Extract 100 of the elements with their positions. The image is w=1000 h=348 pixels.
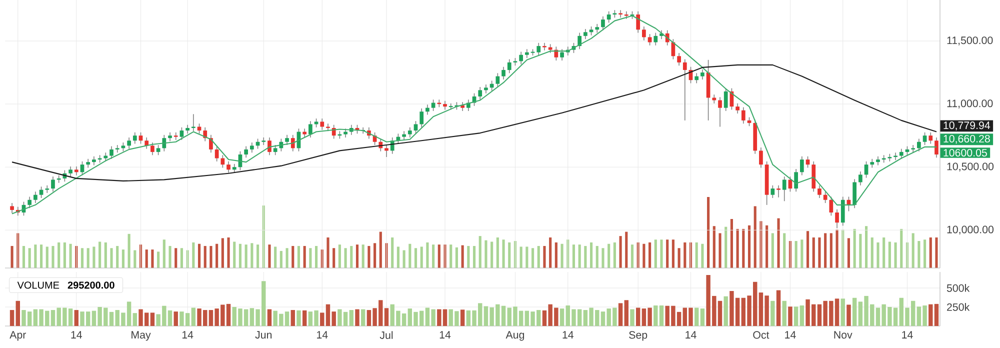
candlestick bbox=[840, 196, 845, 226]
bar bbox=[695, 242, 698, 268]
bar bbox=[700, 308, 705, 326]
text: 10,779.94 bbox=[944, 122, 990, 130]
candlestick bbox=[718, 96, 722, 128]
candlestick bbox=[724, 88, 728, 112]
bar bbox=[22, 246, 26, 268]
y-tick-label: 11,000.00 bbox=[947, 100, 993, 108]
bar bbox=[162, 240, 166, 268]
bar bbox=[134, 250, 136, 268]
candlestick bbox=[601, 16, 605, 31]
candlestick bbox=[174, 132, 178, 140]
x-tick-label: Apr bbox=[10, 331, 26, 341]
y-tick-label: 250k bbox=[947, 303, 970, 311]
bar bbox=[86, 248, 90, 268]
bar bbox=[227, 237, 230, 268]
bar bbox=[824, 233, 827, 268]
candlestick bbox=[852, 178, 857, 208]
candlestick bbox=[864, 161, 868, 178]
candlestick bbox=[197, 123, 202, 134]
y-tick-label: 500k bbox=[946, 284, 970, 292]
bar bbox=[678, 248, 680, 268]
bar bbox=[28, 248, 31, 268]
line-series bbox=[11, 64, 938, 182]
candlestick bbox=[700, 68, 704, 80]
candlestick bbox=[899, 148, 904, 160]
bar bbox=[128, 234, 130, 268]
bar bbox=[40, 244, 43, 268]
x-tick-label: 14 bbox=[182, 331, 194, 338]
candlestick bbox=[144, 137, 149, 150]
x-tick-label: Oct bbox=[753, 331, 770, 339]
bar bbox=[408, 244, 412, 268]
x-tick-label: 14 bbox=[71, 331, 82, 338]
bar bbox=[782, 300, 786, 326]
bar bbox=[830, 233, 832, 268]
candlestick bbox=[39, 186, 44, 198]
bar bbox=[707, 196, 710, 268]
candlestick bbox=[220, 154, 225, 168]
bar bbox=[806, 231, 810, 268]
candlestick bbox=[214, 146, 219, 162]
bar bbox=[122, 250, 124, 268]
candlestick bbox=[290, 134, 295, 152]
candlestick bbox=[682, 58, 687, 121]
candlestick bbox=[138, 132, 143, 144]
bar bbox=[290, 310, 295, 326]
candlestick bbox=[209, 134, 213, 153]
x-tick-label: Aug bbox=[506, 331, 524, 341]
bar bbox=[659, 305, 664, 326]
y-tick-label: 10,000.00 bbox=[947, 226, 994, 235]
bar bbox=[302, 310, 307, 326]
bar bbox=[132, 313, 138, 326]
bar bbox=[274, 246, 277, 268]
bar bbox=[724, 226, 728, 268]
bar bbox=[818, 237, 821, 268]
bar bbox=[268, 244, 271, 268]
candlestick bbox=[759, 147, 763, 168]
y-tick-label: 11,500.00 bbox=[947, 36, 993, 46]
candlestick bbox=[426, 104, 430, 116]
bar bbox=[912, 233, 914, 268]
bar bbox=[724, 296, 728, 326]
bar bbox=[754, 206, 756, 268]
bar bbox=[368, 246, 370, 268]
candlestick bbox=[180, 126, 184, 140]
bar bbox=[543, 246, 546, 268]
bar bbox=[438, 244, 440, 268]
bar bbox=[630, 309, 634, 326]
bar bbox=[928, 304, 933, 326]
candlestick bbox=[542, 42, 546, 51]
candlestick bbox=[34, 191, 38, 204]
candlestick bbox=[922, 132, 927, 146]
candlestick bbox=[308, 120, 312, 138]
bar bbox=[374, 243, 376, 268]
bar bbox=[379, 232, 382, 268]
bar bbox=[92, 246, 96, 268]
bar bbox=[666, 240, 669, 268]
bar bbox=[624, 300, 628, 326]
bar bbox=[267, 309, 272, 326]
bar bbox=[619, 236, 622, 268]
candlestick bbox=[431, 99, 436, 112]
x-tick-label: 14 bbox=[902, 331, 913, 338]
candlestick bbox=[51, 176, 55, 192]
bar bbox=[250, 243, 254, 268]
bar bbox=[478, 236, 482, 268]
candlestick bbox=[800, 156, 804, 176]
bar bbox=[244, 244, 248, 268]
bar bbox=[216, 244, 218, 268]
bar bbox=[766, 225, 768, 268]
bar bbox=[460, 310, 465, 326]
candlestick bbox=[648, 34, 652, 46]
bar bbox=[402, 250, 406, 268]
candlestick bbox=[320, 118, 324, 130]
candlestick bbox=[268, 137, 272, 156]
candlestick bbox=[68, 166, 72, 177]
bar bbox=[34, 244, 37, 268]
candlestick bbox=[115, 144, 120, 153]
bar bbox=[924, 240, 926, 268]
bar bbox=[467, 246, 470, 268]
bar bbox=[391, 237, 394, 268]
bar bbox=[210, 246, 212, 268]
bar bbox=[800, 305, 804, 326]
